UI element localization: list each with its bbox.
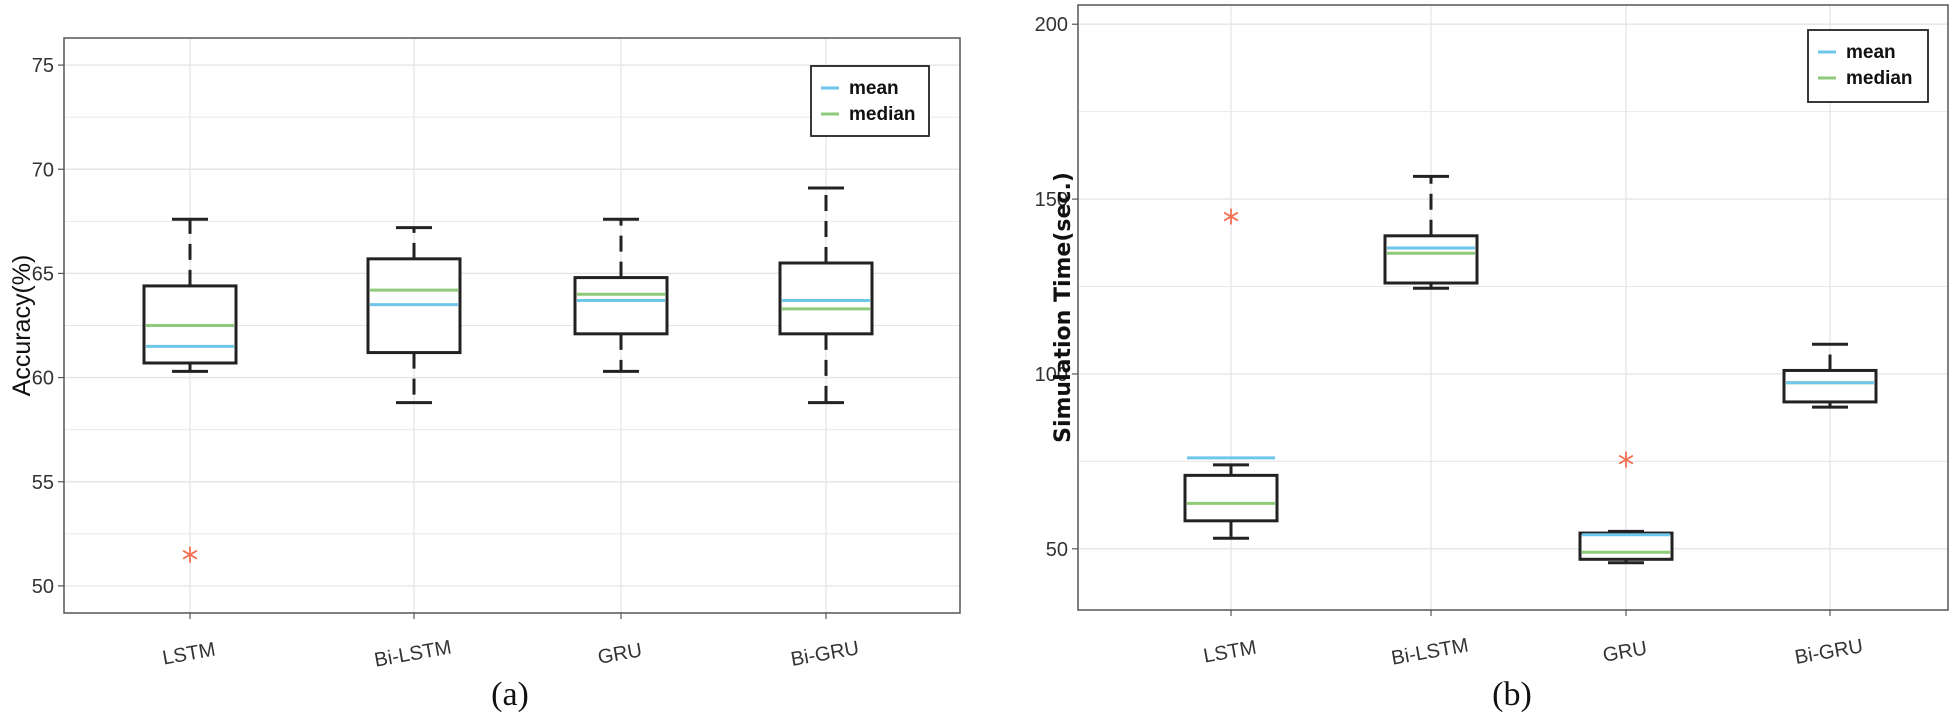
x-tick-label: Bi-GRU bbox=[1793, 635, 1865, 669]
y-tick-label: 70 bbox=[32, 159, 54, 181]
iqr-box bbox=[1183, 473, 1279, 523]
legend-label-mean: mean bbox=[1846, 42, 1896, 63]
y-tick-label: 65 bbox=[32, 263, 54, 285]
iqr-box bbox=[1782, 368, 1878, 404]
x-tick-label: GRU bbox=[1601, 637, 1649, 666]
legend-frame bbox=[810, 65, 930, 137]
y-tick-label: 55 bbox=[32, 472, 54, 494]
x-tick-label: Bi-LSTM bbox=[373, 637, 453, 672]
box-gru bbox=[1578, 451, 1674, 565]
outlier-point bbox=[1618, 451, 1634, 468]
legend-label-mean: mean bbox=[849, 78, 899, 99]
legend: mean median bbox=[810, 65, 930, 137]
y-axis-label: Accuracy(%) bbox=[8, 255, 36, 397]
outlier-stroke bbox=[1223, 211, 1239, 222]
y-tick-label: 100 bbox=[1035, 364, 1068, 386]
outlier-stroke bbox=[1618, 454, 1634, 465]
y-tick-label: 200 bbox=[1035, 14, 1068, 36]
x-tick-label: GRU bbox=[596, 639, 644, 668]
y-axis-label: Simulation Time(sec.) bbox=[1051, 172, 1076, 443]
x-tick-label: LSTM bbox=[1202, 637, 1258, 668]
box-bi-lstm bbox=[1383, 174, 1479, 290]
y-tick-label: 150 bbox=[1035, 189, 1068, 211]
legend-label-median: median bbox=[849, 104, 916, 125]
outlier-stroke bbox=[182, 549, 198, 560]
iqr-box bbox=[1578, 531, 1674, 561]
iqr-box bbox=[778, 261, 874, 336]
x-tick-label: Bi-LSTM bbox=[1390, 635, 1470, 670]
figure-caption-a: (a) bbox=[491, 676, 529, 713]
x-tick-label: LSTM bbox=[161, 639, 217, 670]
y-tick-label: 75 bbox=[32, 55, 54, 77]
y-tick-label: 50 bbox=[32, 576, 54, 598]
outlier-point bbox=[182, 546, 198, 563]
box-bi-gru bbox=[1782, 342, 1878, 409]
legend-frame bbox=[1807, 29, 1929, 103]
box-lstm bbox=[142, 217, 238, 563]
legend-label-median: median bbox=[1846, 68, 1913, 89]
figure-caption-b: (b) bbox=[1492, 676, 1532, 713]
iqr-box bbox=[1383, 234, 1479, 285]
box-bi-lstm bbox=[366, 226, 462, 405]
plot-border bbox=[1077, 4, 1949, 611]
box-bi-gru bbox=[778, 186, 874, 405]
box-lstm bbox=[1183, 208, 1279, 540]
chart-b: 50 100 150 200 Simulation Time(sec.) LSTM Bi-L… bbox=[1035, 4, 1949, 713]
chart-a: 50 55 60 65 70 75 Accuracy(%) LSTM Bi-LSTM GRU Bi-… bbox=[8, 37, 961, 713]
box-gru bbox=[573, 217, 669, 373]
outlier-point bbox=[1223, 208, 1239, 225]
x-tick-label: Bi-GRU bbox=[789, 637, 861, 671]
iqr-box bbox=[573, 276, 669, 336]
y-tick-label: 60 bbox=[32, 368, 54, 390]
y-tick-label: 50 bbox=[1046, 539, 1068, 561]
plot-border bbox=[63, 37, 961, 614]
legend: mean median bbox=[1807, 29, 1929, 103]
